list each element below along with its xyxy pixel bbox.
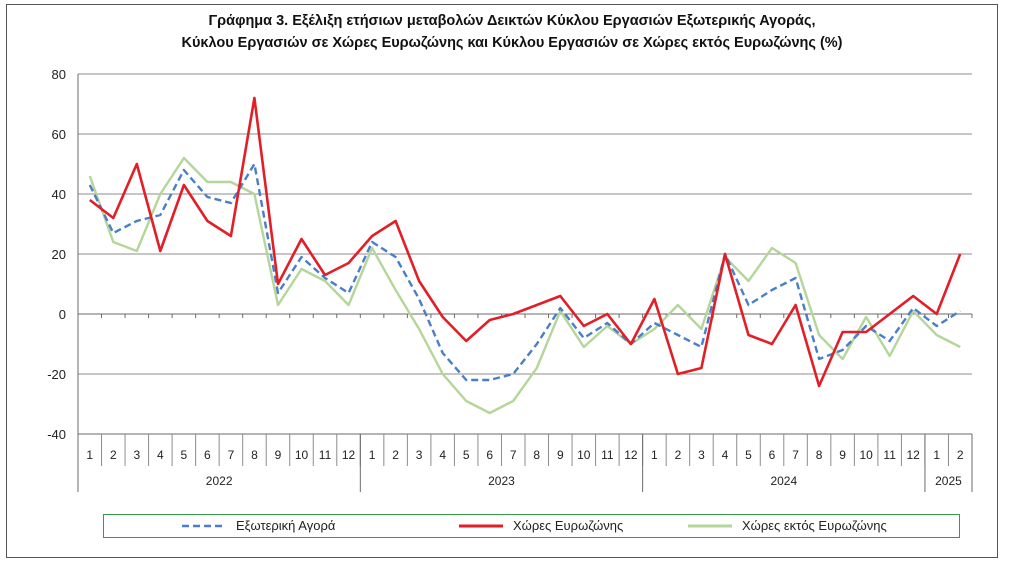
x-tick-label: 1 bbox=[369, 448, 376, 462]
x-tick-label: 6 bbox=[204, 448, 211, 462]
x-tick-label: 6 bbox=[769, 448, 776, 462]
x-tick-label: 8 bbox=[533, 448, 540, 462]
x-tick-label: 11 bbox=[883, 448, 896, 462]
x-tick-label: 4 bbox=[722, 448, 729, 462]
x-tick-label: 4 bbox=[157, 448, 164, 462]
series-line-2 bbox=[88, 156, 961, 415]
chart-title: Γράφημα 3. Εξέλιξη ετήσιων μεταβολών Δει… bbox=[0, 10, 1024, 54]
x-tick-label: 3 bbox=[416, 448, 423, 462]
year-label: 2022 bbox=[206, 474, 233, 488]
x-tick-label: 1 bbox=[933, 448, 940, 462]
x-tick-label: 6 bbox=[486, 448, 493, 462]
y-tick-label: 0 bbox=[59, 307, 66, 322]
x-tick-label: 5 bbox=[463, 448, 470, 462]
x-tick-label: 3 bbox=[133, 448, 140, 462]
y-tick-label: 40 bbox=[52, 187, 66, 202]
legend-swatch-series-2 bbox=[688, 524, 732, 527]
x-tick-label: 11 bbox=[601, 448, 614, 462]
legend: Εξωτερική Αγορά Χώρες Ευρωζώνης Χώρες εκ… bbox=[103, 514, 960, 538]
x-tick-label: 10 bbox=[295, 448, 309, 462]
legend-label-series-2: Χώρες εκτός Ευρωζώνης bbox=[742, 518, 887, 533]
x-tick-label: 10 bbox=[859, 448, 873, 462]
series-line-1 bbox=[89, 96, 962, 388]
x-tick-label: 7 bbox=[510, 448, 517, 462]
x-tick-label: 4 bbox=[439, 448, 446, 462]
x-tick-label: 2 bbox=[675, 448, 682, 462]
y-tick-label: 20 bbox=[52, 247, 66, 262]
y-tick-label: 60 bbox=[52, 127, 66, 142]
x-tick-label: 10 bbox=[577, 448, 591, 462]
y-tick-label: -40 bbox=[47, 427, 66, 442]
legend-swatch-series-1 bbox=[459, 524, 503, 527]
x-tick-label: 5 bbox=[181, 448, 188, 462]
x-tick-label: 3 bbox=[698, 448, 705, 462]
legend-item-series-0: Εξωτερική Αγορά bbox=[182, 518, 335, 533]
y-tick-label: 80 bbox=[52, 67, 66, 82]
x-tick-label: 11 bbox=[319, 448, 332, 462]
x-tick-label: 7 bbox=[228, 448, 235, 462]
x-tick-label: 9 bbox=[557, 448, 564, 462]
chart-title-line-1: Γράφημα 3. Εξέλιξη ετήσιων μεταβολών Δει… bbox=[208, 13, 816, 29]
year-label: 2023 bbox=[488, 474, 515, 488]
series-line-0 bbox=[88, 162, 961, 382]
x-tick-label: 12 bbox=[342, 448, 356, 462]
legend-swatch-series-0 bbox=[182, 524, 226, 527]
x-tick-label: 1 bbox=[651, 448, 658, 462]
x-tick-label: 2 bbox=[110, 448, 117, 462]
legend-label-series-0: Εξωτερική Αγορά bbox=[236, 518, 336, 533]
chart-frame bbox=[6, 4, 998, 558]
x-tick-label: 2 bbox=[392, 448, 399, 462]
x-tick-label: 12 bbox=[624, 448, 638, 462]
legend-item-series-2: Χώρες εκτός Ευρωζώνης bbox=[688, 518, 887, 533]
year-label: 2025 bbox=[935, 474, 962, 488]
x-tick-label: 8 bbox=[816, 448, 823, 462]
year-label: 2024 bbox=[770, 474, 797, 488]
x-tick-label: 9 bbox=[275, 448, 282, 462]
chart-title-line-2: Κύκλου Εργασιών σε Χώρες Ευρωζώνης και Κ… bbox=[181, 35, 843, 51]
x-tick-label: 12 bbox=[907, 448, 921, 462]
x-tick-label: 9 bbox=[839, 448, 846, 462]
x-tick-label: 8 bbox=[251, 448, 258, 462]
x-tick-label: 1 bbox=[86, 448, 93, 462]
x-tick-label: 2 bbox=[957, 448, 964, 462]
x-tick-label: 5 bbox=[745, 448, 752, 462]
x-tick-label: 7 bbox=[792, 448, 799, 462]
legend-label-series-1: Χώρες Ευρωζώνης bbox=[513, 518, 624, 533]
y-tick-label: -20 bbox=[47, 367, 66, 382]
legend-item-series-1: Χώρες Ευρωζώνης bbox=[459, 518, 623, 533]
